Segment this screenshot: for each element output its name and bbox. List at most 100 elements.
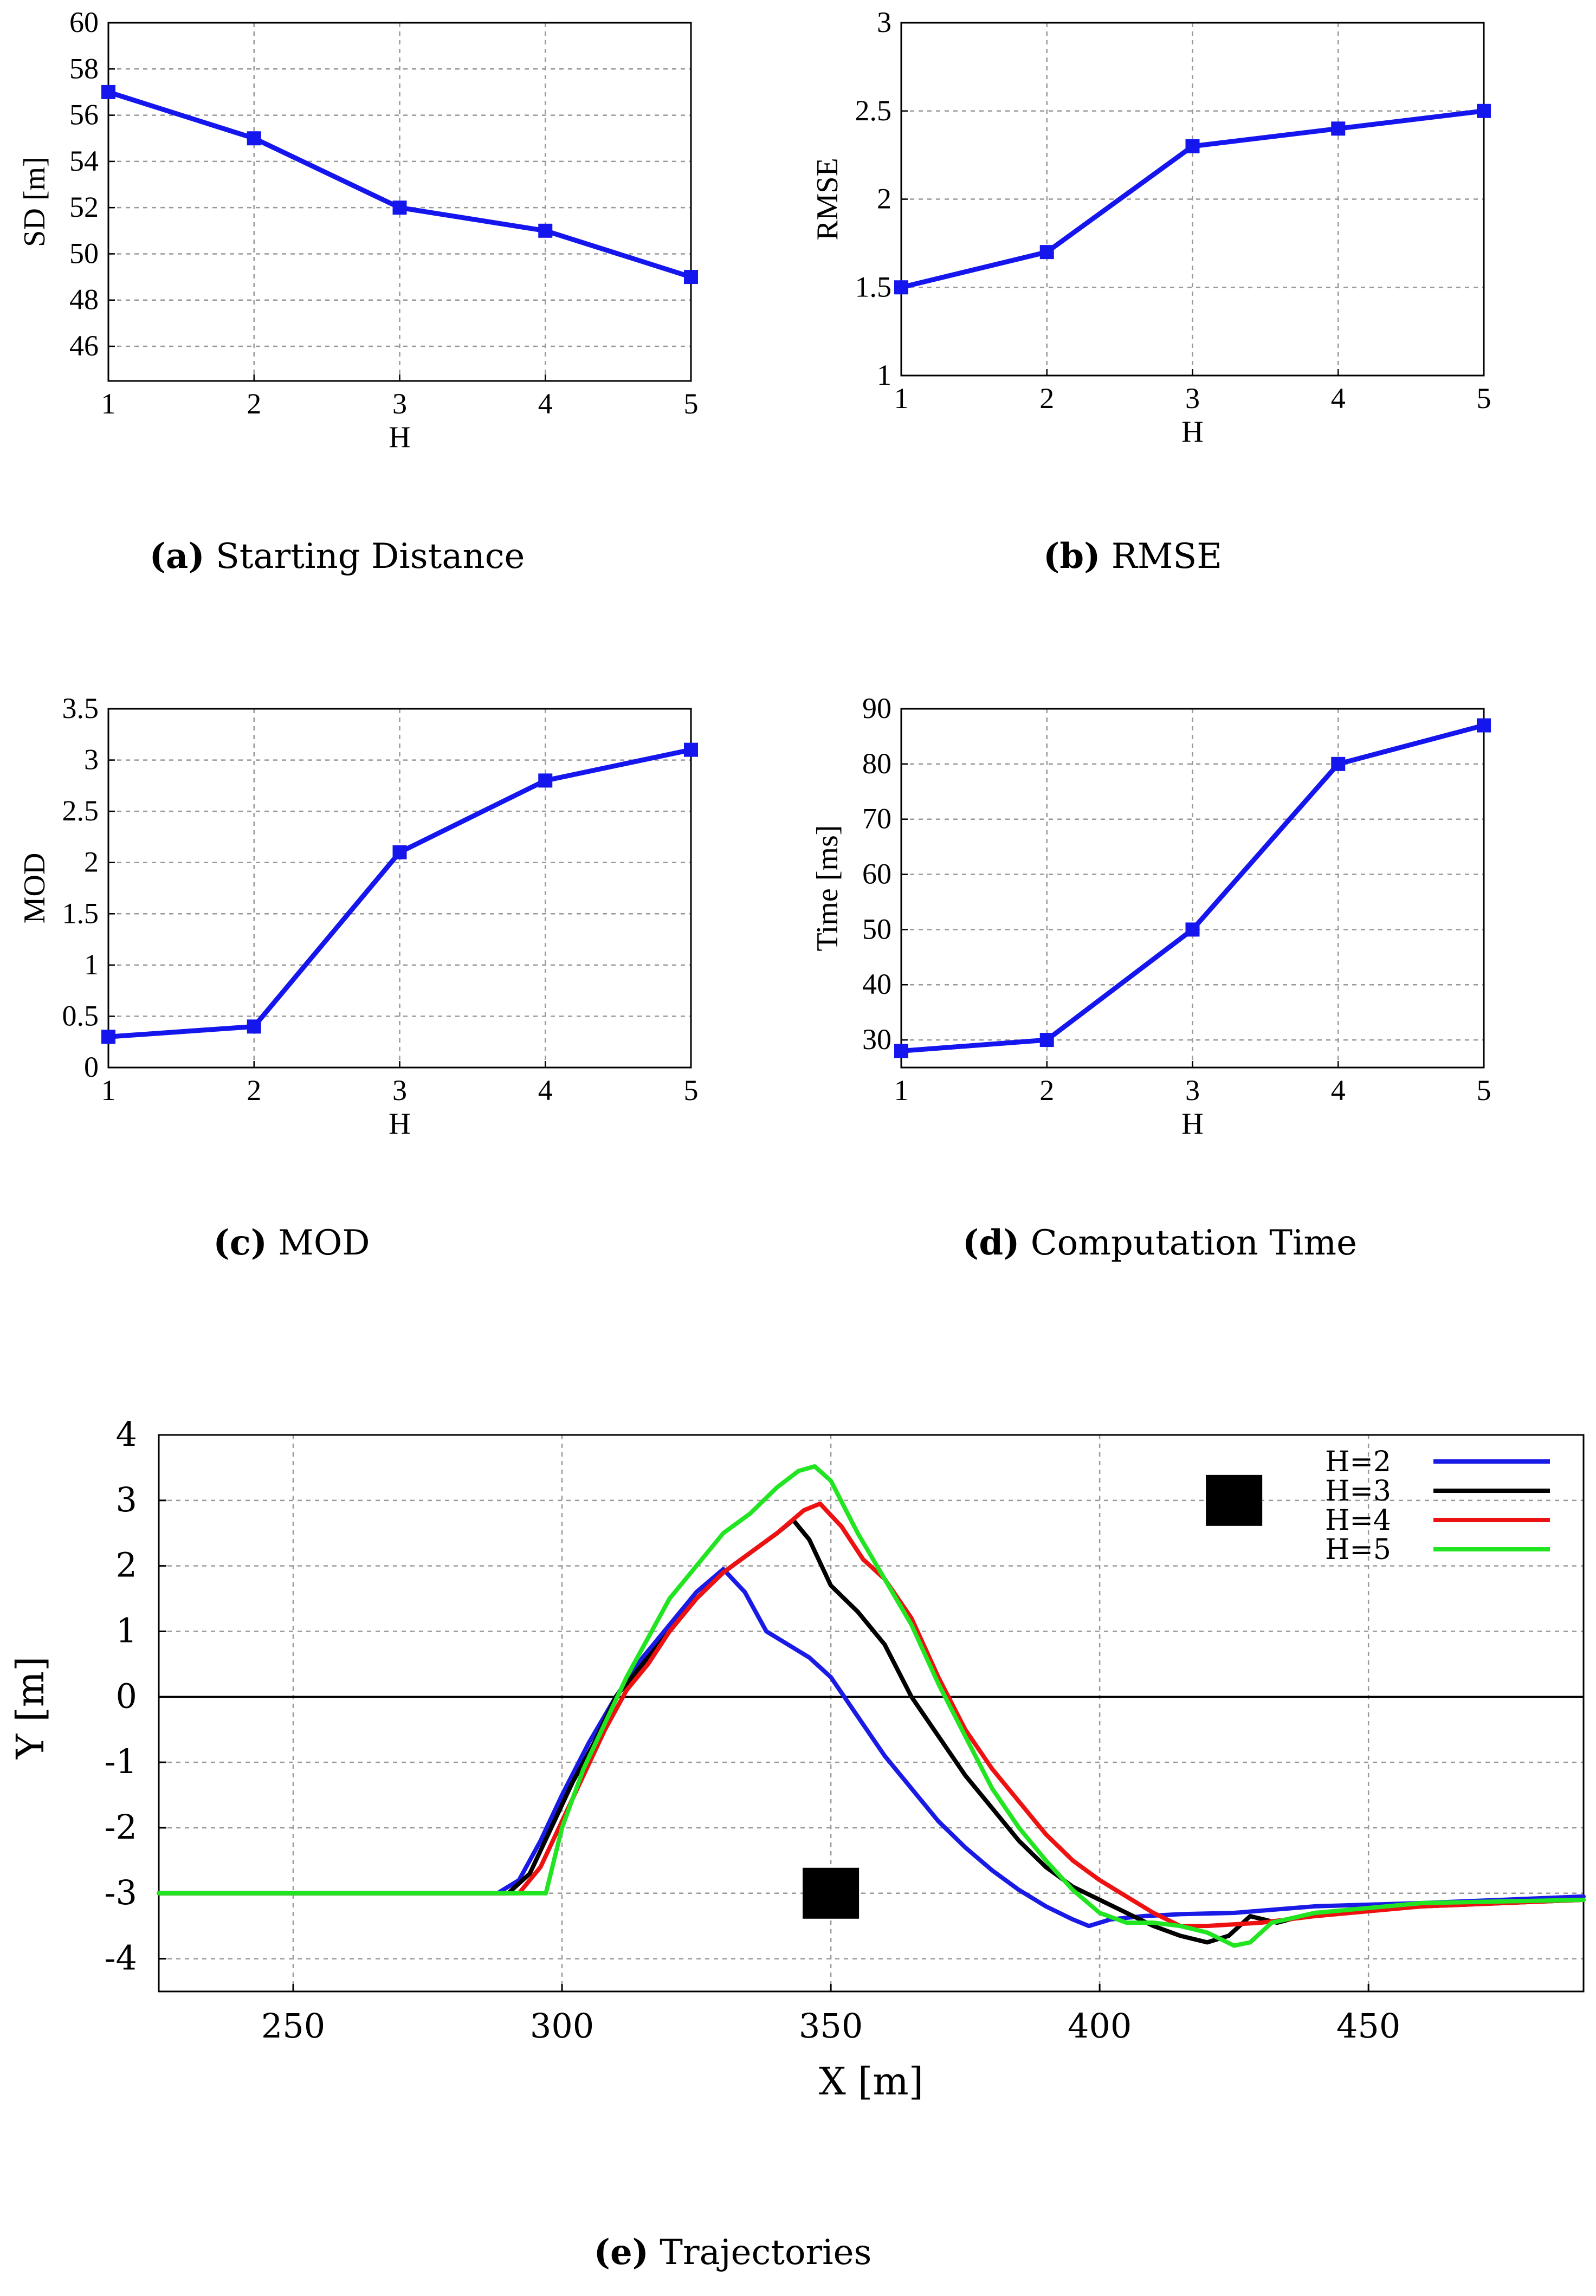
y-tick-label: 2 <box>84 846 99 878</box>
y-tick-label: 60 <box>69 6 99 38</box>
x-axis-label: H <box>389 1107 410 1141</box>
x-tick-label: 5 <box>1477 1074 1491 1107</box>
y-tick-label: 54 <box>69 145 99 177</box>
x-tick-label: 2 <box>1039 1074 1054 1107</box>
y-tick-label: 80 <box>862 747 891 780</box>
x-axis-label: X [m] <box>819 2059 923 2104</box>
panel-caption: (b) RMSE <box>1043 536 1222 577</box>
y-tick-label: 60 <box>862 858 891 890</box>
panel-e-trajectories: 250 300 350 400 450 -4 -3 -2 -1 0 1 2 3 4 X [m] Y [m] H=… <box>8 1414 1586 2273</box>
x-tick-label: 5 <box>684 387 699 420</box>
x-tick-label: 4 <box>1331 382 1346 415</box>
y-axis-label: Y [m] <box>8 1657 53 1760</box>
caption-text: MOD <box>267 1223 370 1263</box>
x-tick-label: 2 <box>247 387 261 420</box>
data-point-marker <box>1331 121 1346 136</box>
trajectory-line <box>157 1518 1586 1945</box>
caption-letter: (d) <box>962 1223 1019 1263</box>
data-point-marker <box>1331 756 1346 771</box>
caption-text: Trajectories <box>649 2233 871 2273</box>
x-axis-label: H <box>1181 415 1203 449</box>
caption-text: Computation Time <box>1019 1223 1357 1263</box>
y-tick-label: 1.5 <box>62 897 99 929</box>
y-tick-label: -1 <box>105 1742 137 1781</box>
plot-frame <box>158 1434 1585 1993</box>
x-tick-label: 300 <box>530 2006 594 2046</box>
legend-label: H=2 <box>1325 1446 1391 1478</box>
data-point-marker <box>684 742 698 757</box>
data-point-marker <box>1477 104 1491 118</box>
x-tick-label: 4 <box>538 387 553 420</box>
y-tick-label: 56 <box>69 99 99 131</box>
y-tick-label: 30 <box>862 1023 891 1056</box>
panel-caption: (e) Trajectories <box>594 2232 872 2273</box>
x-tick-label: 400 <box>1068 2006 1132 2046</box>
legend-label: H=5 <box>1325 1534 1391 1566</box>
x-tick-label: 1 <box>894 382 909 415</box>
panel-caption: (c) MOD <box>213 1223 370 1263</box>
data-point-marker <box>101 85 115 99</box>
x-tick-label: 450 <box>1336 2006 1400 2046</box>
x-axis-label: H <box>389 421 410 454</box>
x-tick-label: 1 <box>894 1074 909 1107</box>
data-point-marker <box>247 131 261 146</box>
series-line <box>901 723 1485 1053</box>
data-point-marker <box>392 201 407 215</box>
x-tick-label: 3 <box>1185 382 1200 415</box>
legend-label: H=4 <box>1325 1504 1391 1537</box>
x-tick-label: 3 <box>1185 1074 1200 1107</box>
y-tick-label: -3 <box>105 1873 137 1912</box>
data-point-marker <box>1185 922 1200 937</box>
y-tick-label: 3 <box>116 1480 137 1519</box>
y-tick-label: 52 <box>69 191 99 223</box>
x-tick-label: 5 <box>1477 382 1491 415</box>
caption-text: Starting Distance <box>205 536 525 577</box>
trajectory-line <box>157 1567 1586 1929</box>
panel-caption: (a) Starting Distance <box>150 536 525 577</box>
y-tick-label: -4 <box>105 1938 137 1978</box>
y-tick-label: 2 <box>877 183 891 215</box>
y-tick-label: 1 <box>116 1611 137 1650</box>
y-tick-label: 58 <box>69 52 99 85</box>
y-tick-label: 50 <box>69 237 99 269</box>
trajectory-line <box>157 1464 1586 1948</box>
y-tick-label: 1.5 <box>855 270 892 303</box>
y-tick-label: 0 <box>84 1051 99 1083</box>
x-tick-label: 250 <box>261 2006 325 2046</box>
y-axis-label: Time [ms] <box>811 825 844 952</box>
x-tick-label: 1 <box>101 387 116 420</box>
data-point-marker <box>894 1044 908 1058</box>
y-tick-label: 70 <box>862 803 891 835</box>
data-point-marker <box>1039 245 1054 260</box>
y-tick-label: 4 <box>116 1414 137 1454</box>
data-point-marker <box>684 270 698 284</box>
data-point-marker <box>1039 1033 1054 1047</box>
caption-letter: (a) <box>150 536 205 577</box>
y-tick-label: 0 <box>116 1676 137 1716</box>
x-tick-label: 2 <box>1039 382 1054 415</box>
y-tick-label: 40 <box>862 968 891 1000</box>
y-axis-label: SD [m] <box>18 157 51 247</box>
data-point-marker <box>538 773 553 788</box>
y-tick-label: 2 <box>116 1545 137 1585</box>
y-tick-label: 3.5 <box>62 692 99 725</box>
x-tick-label: 1 <box>101 1074 116 1107</box>
y-tick-label: 0.5 <box>62 999 99 1032</box>
caption-letter: (c) <box>213 1223 267 1263</box>
y-tick-label: 46 <box>69 329 99 362</box>
x-tick-label: 3 <box>392 387 407 420</box>
x-tick-label: 4 <box>538 1074 553 1107</box>
caption-letter: (b) <box>1043 536 1100 577</box>
x-tick-label: 3 <box>392 1074 407 1107</box>
y-axis-label: RMSE <box>811 158 844 241</box>
caption-letter: (e) <box>594 2232 649 2273</box>
y-tick-label: 1 <box>877 359 891 391</box>
y-axis-label: MOD <box>18 853 51 924</box>
y-tick-label: 1 <box>84 948 99 981</box>
trajectory-line <box>157 1501 1586 1929</box>
x-tick-label: 4 <box>1331 1074 1346 1107</box>
panel-a-starting-distance: 1 2 3 4 5 46 48 50 52 54 56 58 60 H SD [m] (a) Starting… <box>18 6 699 577</box>
